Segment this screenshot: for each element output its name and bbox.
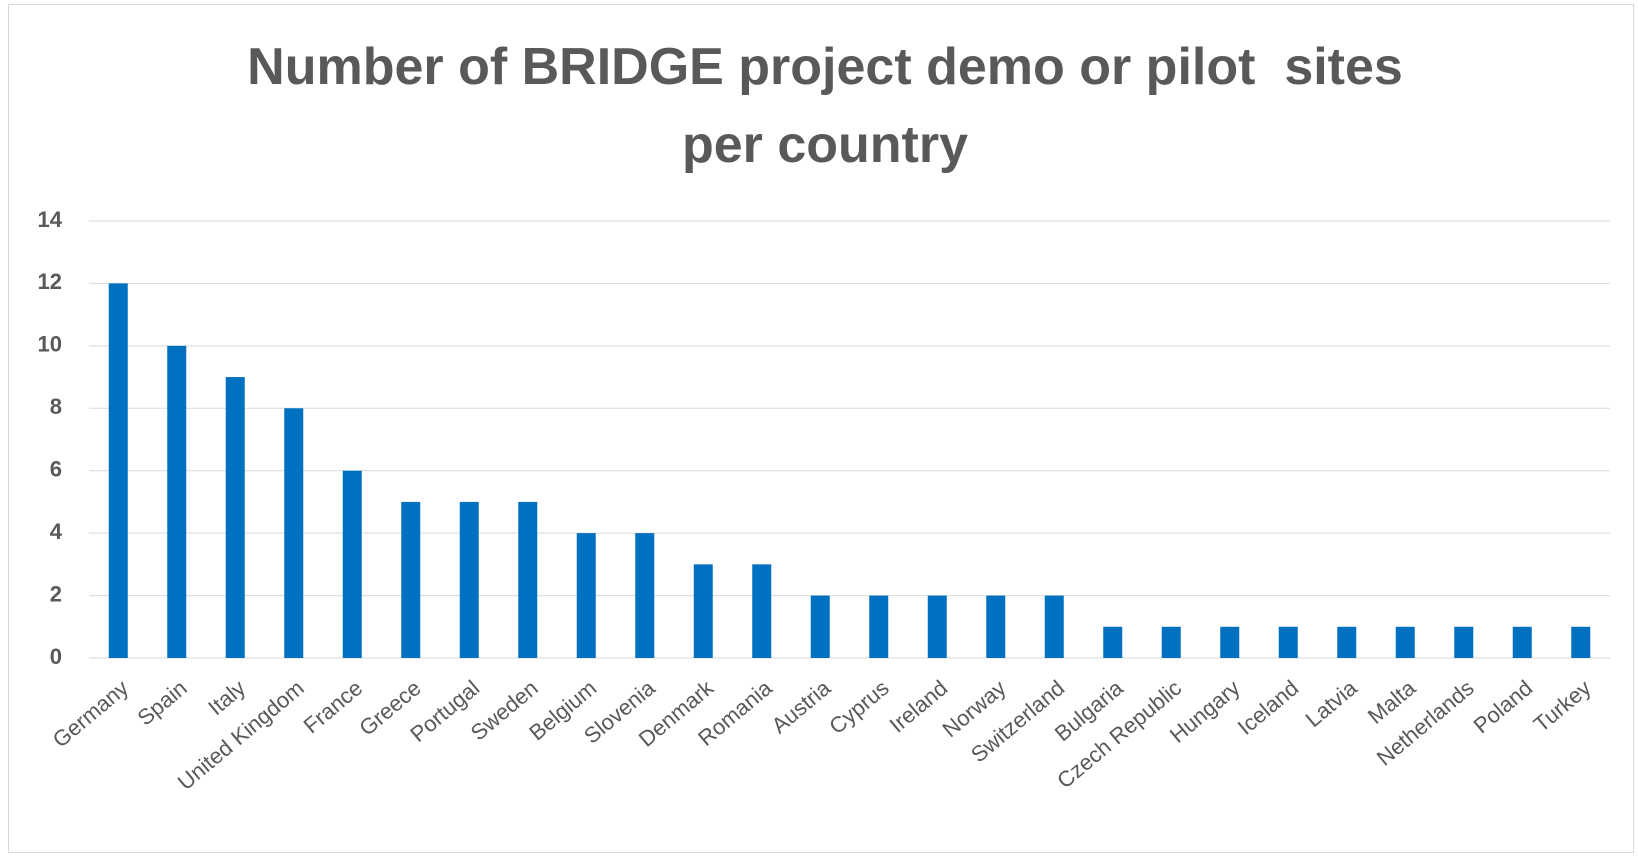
x-tick-label: Austria [767,675,836,739]
bar [1337,626,1357,658]
y-tick-label: 4 [50,519,63,544]
y-tick-label: 12 [38,269,62,294]
bar [1454,626,1474,658]
x-tick-label: Turkey [1529,675,1596,737]
bar [1395,626,1415,658]
bar [167,345,187,658]
bar [869,595,889,658]
x-tick-label: Cyprus [824,675,893,739]
y-tick-label: 2 [50,581,62,606]
bar [1571,626,1591,658]
bar [225,377,245,658]
bar [1220,626,1240,658]
y-tick-label: 14 [38,207,63,232]
x-tick-label: Poland [1469,675,1538,738]
bar [284,408,304,658]
bar [693,564,713,658]
bar [108,283,128,658]
bar [927,595,947,658]
bar [1044,595,1064,658]
x-tick-label: Iceland [1233,675,1303,740]
y-tick-label: 8 [50,394,62,419]
y-tick-label: 0 [50,644,62,669]
bar [752,564,772,658]
bar [1161,626,1181,658]
bar [459,501,479,658]
bar [576,533,596,658]
x-tick-label: Spain [133,675,192,730]
x-tick-label: Latvia [1301,675,1363,732]
y-tick-label: 10 [38,332,62,357]
chart-frame [8,4,1634,853]
chart-title: Number of BRIDGE project demo or pilot s… [247,38,1418,174]
bar [1512,626,1532,658]
bar [986,595,1006,658]
bar [1103,626,1123,658]
bar [401,501,421,658]
x-tick-label: Germany [48,675,133,752]
y-tick-label: 6 [50,457,62,482]
bar [810,595,830,658]
bar [342,470,362,658]
bar [518,501,538,658]
bar [1278,626,1298,658]
bar [635,533,655,658]
x-tick-label: France [299,675,368,738]
x-tick-label: Italy [203,675,250,720]
